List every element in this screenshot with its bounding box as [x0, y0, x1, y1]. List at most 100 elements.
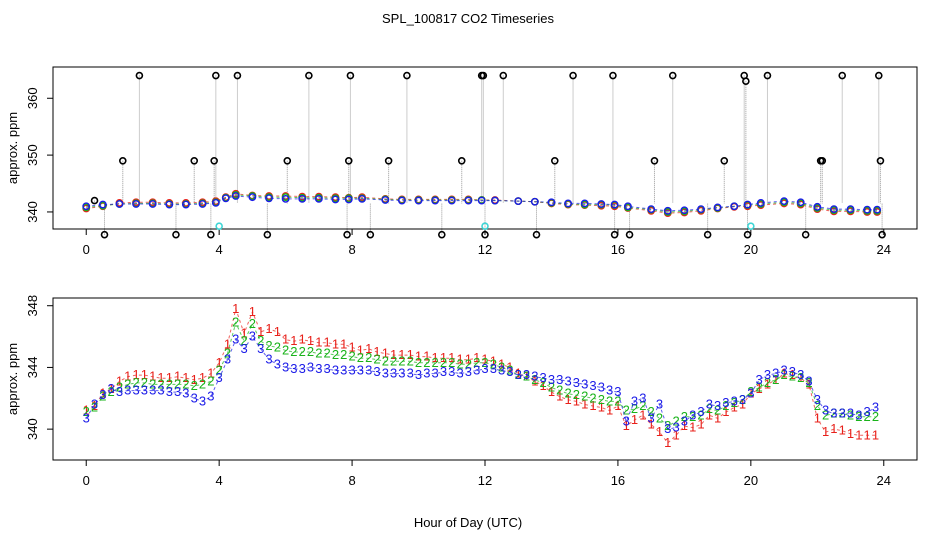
bottom-series-2-point: 2: [108, 384, 115, 399]
bottom-series-3-point: 3: [265, 352, 272, 367]
bottom-series-3-point: 3: [407, 366, 414, 381]
top-flagged-point: [610, 230, 619, 239]
bottom-series-1-point: 1: [490, 353, 497, 368]
bottom-series-2-point: 2: [714, 403, 721, 418]
top-flagged-point: [190, 156, 199, 165]
bottom-series-2-point: 2: [382, 353, 389, 368]
bottom-series-2-point: 2: [780, 367, 787, 382]
bottom-series-3-point: 3: [706, 396, 713, 411]
bottom-series-2-point: 2: [465, 356, 472, 371]
bottom-series-1-point: 1: [216, 355, 223, 370]
bottom-series-3-point: 3: [440, 364, 447, 379]
bottom-series-2-point: 2: [847, 407, 854, 422]
bottom-series-3-point: 3: [481, 361, 488, 376]
top-calibration-point: [747, 222, 755, 230]
top-flagged-point: [210, 156, 218, 165]
top-x-tick-label: 16: [611, 242, 625, 257]
top-flagged-point: [801, 230, 810, 239]
bottom-series-2-point: 2: [473, 355, 480, 370]
bottom-series-1-point: 1: [456, 352, 463, 367]
top-y-axis-label: approx. ppm: [5, 112, 20, 184]
bottom-series-3-point: 3: [772, 366, 779, 381]
top-flagged-point: [499, 71, 508, 80]
top-flagged-point: [172, 230, 180, 239]
top-x-tick-label: 0: [83, 242, 90, 257]
top-series-3-point: [743, 200, 752, 209]
top-flagged-point: [135, 71, 144, 80]
bottom-series-1-point: 1: [207, 366, 214, 381]
bottom-series-3-point: 3: [747, 386, 754, 401]
bottom-series-3-point: 3: [83, 410, 90, 425]
top-series-3-point: [830, 205, 838, 214]
top-flagged-point: [346, 71, 355, 80]
top-flagged-point: [305, 71, 313, 80]
bottom-series-1-point: 1: [664, 435, 671, 450]
top-flagged-point: [650, 156, 659, 165]
top-calibration-point: [215, 222, 223, 230]
bottom-series-2-point: 2: [864, 409, 871, 424]
top-flagged-point: [532, 230, 541, 239]
bottom-series-2-point: 2: [224, 346, 231, 361]
bottom-series-2-point: 2: [141, 375, 148, 390]
bottom-series-2-point: 2: [706, 401, 713, 416]
bottom-series-1-point: 1: [589, 398, 596, 413]
top-series-3-point: [597, 200, 606, 208]
bottom-series-2-point: 2: [722, 398, 729, 413]
bottom-series-2-point: 2: [116, 379, 123, 394]
bottom-series-1-point: 1: [340, 336, 347, 351]
bottom-series-1-point: 1: [232, 301, 239, 316]
bottom-series-1-point: 1: [481, 352, 488, 367]
bottom-series-2-point: 2: [423, 355, 430, 370]
bottom-series-3-point: 3: [764, 367, 771, 382]
bottom-series-2-point: 2: [199, 376, 206, 391]
bottom-series-3-point: 3: [373, 364, 380, 379]
bottom-series-3-point: 3: [589, 378, 596, 393]
bottom-series-3-point: 3: [465, 364, 472, 379]
bottom-series-2-point: 2: [639, 398, 646, 413]
bottom-y-axis-label: approx. ppm: [5, 343, 20, 415]
bottom-series-3-point: 3: [864, 404, 871, 419]
bottom-series-3-point: 3: [490, 361, 497, 376]
bottom-series-1-point: 1: [772, 372, 779, 387]
top-series-3-point: [115, 200, 124, 208]
top-series-3-point: [447, 196, 456, 205]
bottom-series-1-point: 1: [756, 381, 763, 396]
bottom-series-3-point: 3: [149, 383, 156, 398]
bottom-series-2-point: 2: [523, 369, 530, 384]
bottom-series-1-point: 1: [689, 420, 696, 435]
bottom-series-1-point: 1: [407, 347, 414, 362]
top-panel: 0 4 8 12 16 20 24 340 350 360 approx. ppm: [5, 66, 918, 257]
bottom-series-3-point: 3: [614, 384, 621, 399]
bottom-series-3-point: 3: [182, 386, 189, 401]
bottom-series-2-point: 2: [872, 409, 879, 424]
bottom-series-3-point: 3: [722, 395, 729, 410]
bottom-series-3-point: 3: [731, 393, 738, 408]
top-series-3-point: [211, 198, 220, 207]
top-series-3-point: [165, 200, 174, 209]
bottom-series-3-line: [85, 335, 876, 430]
bottom-series-1-point: 1: [432, 350, 439, 365]
top-series-3-point: [647, 205, 656, 214]
bottom-y-tick-label: 348: [25, 295, 40, 317]
bottom-series-3-point: 3: [124, 383, 131, 398]
top-x-tick-label: 12: [478, 242, 492, 257]
bottom-series-2-point: 2: [689, 409, 696, 424]
bottom-series-3-point: 3: [573, 375, 580, 390]
bottom-series-1-point: 1: [257, 324, 264, 339]
bottom-series-3-point: 3: [756, 372, 763, 387]
x-axis-label: Hour of Day (UTC): [414, 515, 522, 530]
bottom-series-1-point: 1: [780, 366, 787, 381]
top-flagged-point: [118, 156, 127, 165]
bottom-series-1-point: 1: [855, 427, 862, 442]
bottom-series-3-point: 3: [174, 384, 181, 399]
bottom-series-3-point: 3: [681, 413, 688, 428]
bottom-series-1-point: 1: [523, 369, 530, 384]
bottom-series-3-point: 3: [697, 404, 704, 419]
bottom-series-3-point: 3: [448, 364, 455, 379]
bottom-series-2-point: 2: [290, 344, 297, 359]
bottom-series-3-point: 3: [456, 366, 463, 381]
bottom-series-3-point: 3: [540, 370, 547, 385]
bottom-series-3-point: 3: [498, 363, 505, 378]
bottom-series-2-point: 2: [132, 375, 139, 390]
top-calibration-point: [481, 222, 489, 230]
